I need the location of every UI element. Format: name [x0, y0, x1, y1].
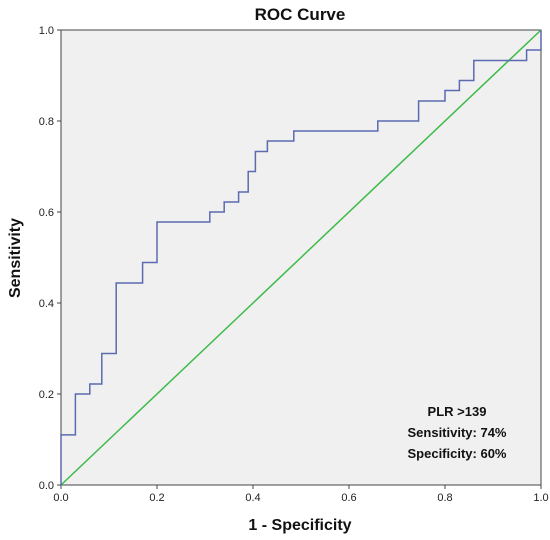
x-tick-label: 0.8	[437, 492, 452, 504]
x-tick-label: 0.0	[53, 492, 68, 504]
annotation-line: Specificity: 60%	[408, 446, 507, 461]
y-axis-label: Sensitivity	[7, 218, 24, 298]
y-tick-label: 0.8	[39, 116, 54, 128]
x-tick-label: 1.0	[533, 492, 548, 504]
series-layer	[60, 29, 542, 486]
y-tick-label: 0.6	[39, 207, 54, 219]
annotation-box: PLR >139 Sensitivity: 74% Specificity: 60%	[408, 404, 507, 461]
reference-diagonal-line	[60, 29, 542, 486]
chart-title: ROC Curve	[255, 5, 346, 24]
annotation-line: Sensitivity: 74%	[408, 425, 507, 440]
annotation-line: PLR >139	[428, 404, 487, 419]
y-tick-label: 0.2	[39, 389, 54, 401]
y-tick-label: 0.0	[39, 480, 54, 492]
x-axis-label: 1 - Specificity	[248, 517, 351, 534]
y-tick-label: 0.4	[39, 298, 54, 310]
roc-curve-line	[60, 30, 542, 485]
x-tick-label: 0.4	[245, 492, 260, 504]
x-tick-label: 0.2	[149, 492, 164, 504]
y-axis-ticks: 0.0 0.2 0.4 0.6 0.8 1.0	[39, 25, 61, 492]
x-axis-ticks: 0.0 0.2 0.4 0.6 0.8 1.0	[53, 485, 549, 504]
x-tick-label: 0.6	[341, 492, 356, 504]
y-tick-label: 1.0	[39, 25, 54, 37]
